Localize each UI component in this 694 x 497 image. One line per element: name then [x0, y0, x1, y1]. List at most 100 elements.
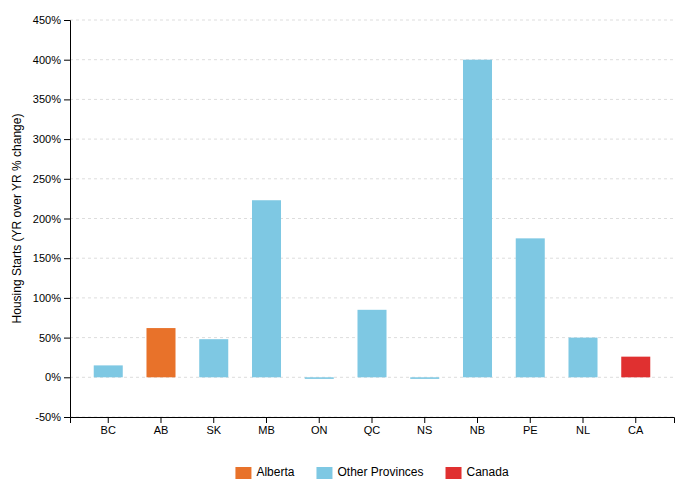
y-tick-label: 400%	[33, 54, 61, 66]
x-tick-label: NB	[470, 424, 485, 436]
x-tick-mark	[319, 417, 320, 423]
x-tick-label: AB	[154, 424, 169, 436]
bar	[252, 200, 281, 377]
x-tick: PE	[523, 417, 538, 436]
y-tick-mark	[64, 258, 70, 259]
y-tick-label: 300%	[33, 133, 61, 145]
x-tick-mark	[530, 417, 531, 423]
x-tick: ON	[311, 417, 328, 436]
bar	[199, 339, 228, 377]
legend-item: Alberta	[235, 465, 294, 479]
grid-line	[70, 258, 674, 259]
bar	[568, 338, 597, 378]
y-axis: -50% 0% 50% 100% 150% 200% 250% 300% 350% 400% 450…	[33, 14, 71, 423]
grid-line	[70, 139, 674, 140]
chart: -50% 0% 50% 100% 150% 200% 250% 300% 350% 400% 450…	[0, 0, 694, 497]
x-tick-label: BC	[101, 424, 116, 436]
y-axis-line	[64, 21, 71, 418]
x-tick: NB	[470, 417, 485, 436]
x-tick: MB	[258, 417, 275, 436]
y-tick: 400%	[33, 54, 70, 66]
legend-label: Other Provinces	[337, 465, 423, 479]
x-axis-line	[71, 418, 675, 424]
bar	[516, 238, 545, 377]
grid-line	[70, 20, 674, 21]
bar	[305, 377, 334, 379]
legend: Alberta Other Provinces Canada	[235, 465, 508, 479]
y-tick-mark	[64, 219, 70, 220]
y-tick-mark	[64, 417, 70, 418]
x-tick-mark	[108, 417, 109, 423]
x-tick-label: NL	[576, 424, 590, 436]
y-tick-mark	[64, 60, 70, 61]
x-axis: BC AB SK MB ON QC NS NB PE NL CA	[71, 417, 675, 436]
x-tick-mark	[213, 417, 214, 423]
y-tick-mark	[64, 377, 70, 378]
x-tick: CA	[628, 417, 644, 436]
x-tick-label: QC	[364, 424, 381, 436]
x-tick-mark	[477, 417, 478, 423]
bar	[463, 60, 492, 378]
legend-swatch	[235, 467, 251, 479]
bar	[357, 310, 386, 377]
grid-line	[70, 59, 674, 60]
y-tick-label: 150%	[33, 252, 61, 264]
y-tick: 150%	[33, 252, 70, 264]
y-tick: 350%	[33, 93, 70, 105]
plot: -50% 0% 50% 100% 150% 200% 250% 300% 350% 400% 450…	[33, 14, 675, 436]
y-tick: 200%	[33, 213, 70, 225]
y-tick-mark	[64, 139, 70, 140]
x-tick-mark	[424, 417, 425, 423]
y-tick-mark	[64, 298, 70, 299]
y-tick-label: -50%	[35, 411, 61, 423]
x-tick: QC	[364, 417, 381, 436]
x-tick-label: PE	[523, 424, 538, 436]
y-tick-label: 0%	[45, 371, 61, 383]
y-tick-mark	[64, 179, 70, 180]
legend-label: Canada	[467, 465, 509, 479]
x-tick: AB	[154, 417, 169, 436]
bars	[94, 60, 651, 379]
y-tick: 100%	[33, 292, 70, 304]
y-tick: 0%	[45, 371, 70, 383]
x-tick: SK	[206, 417, 221, 436]
y-tick-label: 50%	[39, 332, 61, 344]
grid-line	[70, 178, 674, 179]
x-tick: NL	[576, 417, 590, 436]
x-tick-mark	[372, 417, 373, 423]
bar	[621, 357, 650, 378]
y-tick-label: 100%	[33, 292, 61, 304]
x-tick-mark	[583, 417, 584, 423]
legend-item: Canada	[446, 465, 509, 479]
legend-swatch	[316, 467, 332, 479]
grid-line	[70, 218, 674, 219]
legend-swatch	[446, 467, 462, 479]
y-axis-title: Housing Starts (YR over YR % change)	[10, 114, 24, 324]
x-tick: NS	[417, 417, 432, 436]
bar	[146, 328, 175, 377]
y-tick-mark	[64, 20, 70, 21]
x-tick-mark	[266, 417, 267, 423]
x-tick-label: CA	[628, 424, 644, 436]
y-tick: 50%	[39, 332, 70, 344]
y-tick: 300%	[33, 133, 70, 145]
bar	[94, 365, 123, 377]
y-tick: -50%	[35, 411, 70, 423]
legend-item: Other Provinces	[316, 465, 423, 479]
y-tick-label: 200%	[33, 213, 61, 225]
legend-label: Alberta	[256, 465, 294, 479]
y-tick-label: 250%	[33, 173, 61, 185]
y-tick-label: 350%	[33, 93, 61, 105]
y-tick-mark	[64, 338, 70, 339]
bar	[410, 377, 439, 379]
x-tick: BC	[101, 417, 116, 436]
x-tick-mark	[635, 417, 636, 423]
x-tick-label: ON	[311, 424, 328, 436]
grid-line	[70, 99, 674, 100]
y-tick: 250%	[33, 173, 70, 185]
y-tick: 450%	[33, 14, 70, 26]
y-tick-mark	[64, 99, 70, 100]
grid-line	[70, 297, 674, 298]
grid	[70, 20, 674, 417]
x-tick-label: NS	[417, 424, 432, 436]
